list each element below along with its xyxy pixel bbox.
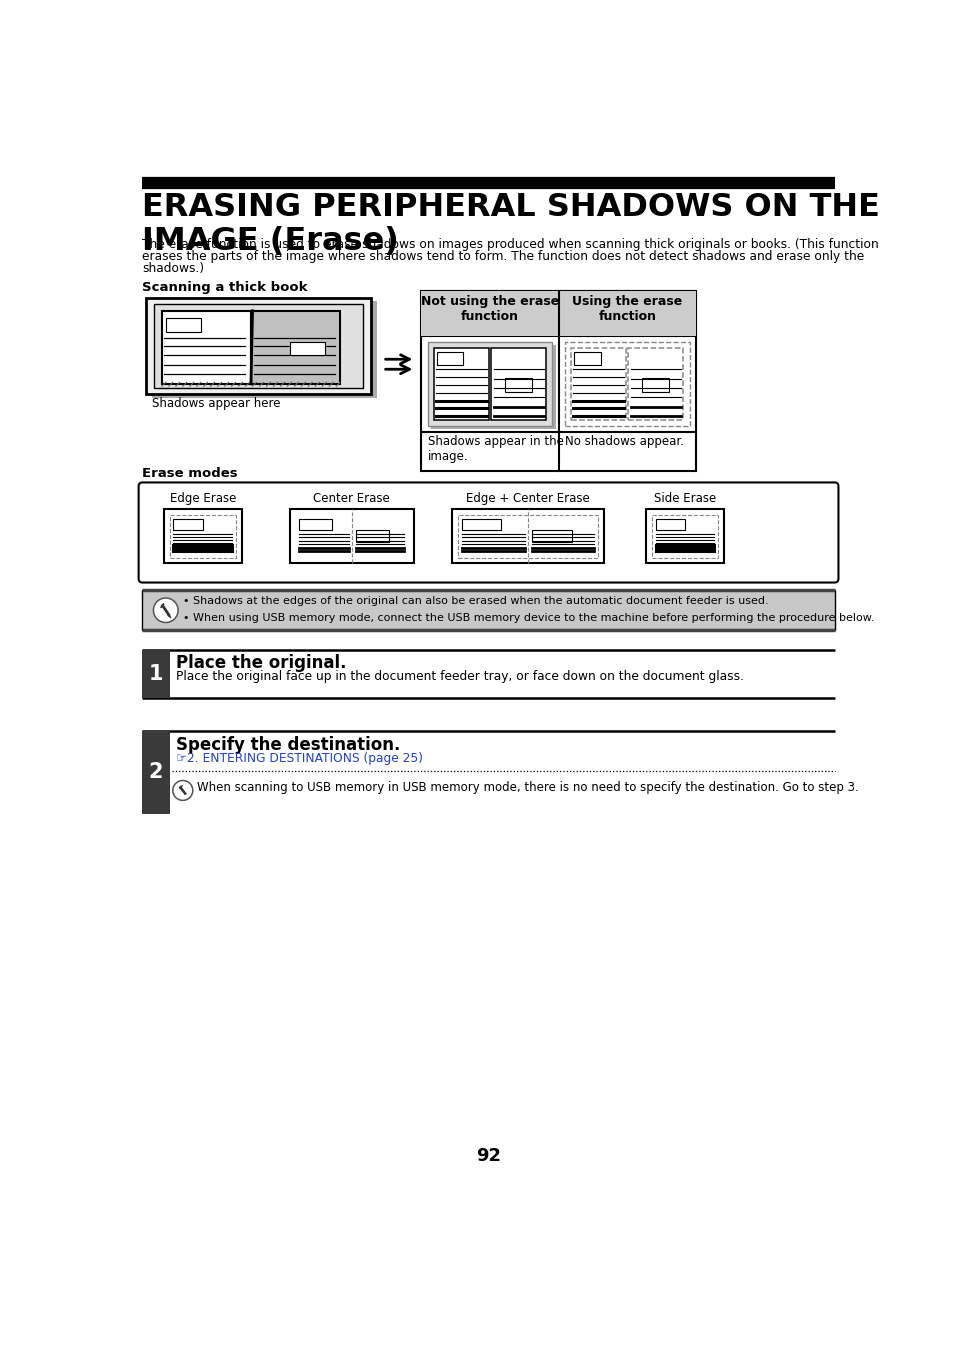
Bar (152, 301, 376, 397)
Text: Place the original.: Place the original. (175, 654, 346, 673)
Circle shape (154, 600, 176, 621)
Text: Specify the destination.: Specify the destination. (175, 736, 399, 754)
Text: 1: 1 (149, 663, 163, 684)
Bar (427, 342, 552, 426)
Bar (290, 342, 324, 355)
Text: Not using the erase
function: Not using the erase function (420, 295, 558, 323)
Bar (154, 304, 363, 388)
Bar (655, 519, 684, 530)
Bar (251, 311, 340, 384)
Text: 92: 92 (476, 1147, 501, 1166)
Bar (461, 519, 500, 530)
Bar (142, 590, 834, 631)
Bar (170, 515, 236, 558)
Bar (452, 509, 603, 563)
Bar (166, 319, 200, 332)
Bar (356, 530, 389, 542)
Text: ☞: ☞ (175, 753, 187, 765)
Text: No shadows appear.: No shadows appear. (564, 435, 683, 449)
Circle shape (174, 782, 192, 798)
Bar (628, 349, 682, 420)
Circle shape (172, 781, 193, 800)
Bar (505, 378, 531, 392)
Bar (290, 509, 414, 563)
Text: • When using USB memory mode, connect the USB memory device to the machine befor: • When using USB memory mode, connect th… (183, 613, 873, 623)
Bar (645, 509, 723, 563)
FancyBboxPatch shape (138, 482, 838, 582)
Bar (146, 297, 371, 394)
Text: • Shadows at the edges of the original can also be erased when the automatic doc: • Shadows at the edges of the original c… (183, 596, 767, 607)
Bar (173, 519, 203, 530)
Text: Center Erase: Center Erase (313, 493, 390, 505)
Text: 2. ENTERING DESTINATIONS (page 25): 2. ENTERING DESTINATIONS (page 25) (187, 753, 422, 765)
Text: Scanning a thick book: Scanning a thick book (142, 281, 308, 293)
Text: erases the parts of the image where shadows tend to form. The function does not : erases the parts of the image where shad… (142, 250, 863, 263)
Text: 2: 2 (149, 762, 163, 782)
Bar (434, 349, 488, 420)
Bar (651, 515, 718, 558)
Bar (574, 351, 599, 365)
Text: Using the erase
function: Using the erase function (572, 295, 681, 323)
Bar (571, 349, 625, 420)
Text: Erase modes: Erase modes (142, 467, 238, 480)
Text: Place the original face up in the document feeder tray, or face down on the docu: Place the original face up in the docume… (175, 670, 743, 684)
Bar (421, 292, 695, 471)
Text: The erase function is used to erase shadows on images produced when scanning thi: The erase function is used to erase shad… (142, 238, 879, 250)
Bar (164, 509, 241, 563)
Text: Edge Erase: Edge Erase (170, 493, 236, 505)
Bar (142, 731, 170, 813)
Bar (431, 346, 555, 430)
Bar (532, 530, 571, 542)
Bar (436, 351, 463, 365)
Text: Shadows appear here: Shadows appear here (152, 397, 280, 409)
Text: Shadows appear in the
image.: Shadows appear in the image. (427, 435, 563, 463)
Text: shadows.): shadows.) (142, 262, 204, 276)
Bar (162, 311, 251, 384)
Circle shape (153, 598, 178, 623)
Bar (641, 378, 668, 392)
Bar (142, 650, 170, 698)
Text: When scanning to USB memory in USB memory mode, there is no need to specify the : When scanning to USB memory in USB memor… (196, 781, 858, 794)
Bar (421, 292, 558, 336)
Bar (457, 515, 598, 558)
Bar (491, 349, 546, 420)
Text: Side Erase: Side Erase (653, 493, 716, 505)
Bar (564, 342, 689, 426)
Text: ERASING PERIPHERAL SHADOWS ON THE: ERASING PERIPHERAL SHADOWS ON THE (142, 192, 880, 223)
Bar (558, 292, 695, 336)
Text: Edge + Center Erase: Edge + Center Erase (465, 493, 589, 505)
Text: IMAGE (Erase): IMAGE (Erase) (142, 226, 399, 257)
Bar (298, 519, 332, 530)
